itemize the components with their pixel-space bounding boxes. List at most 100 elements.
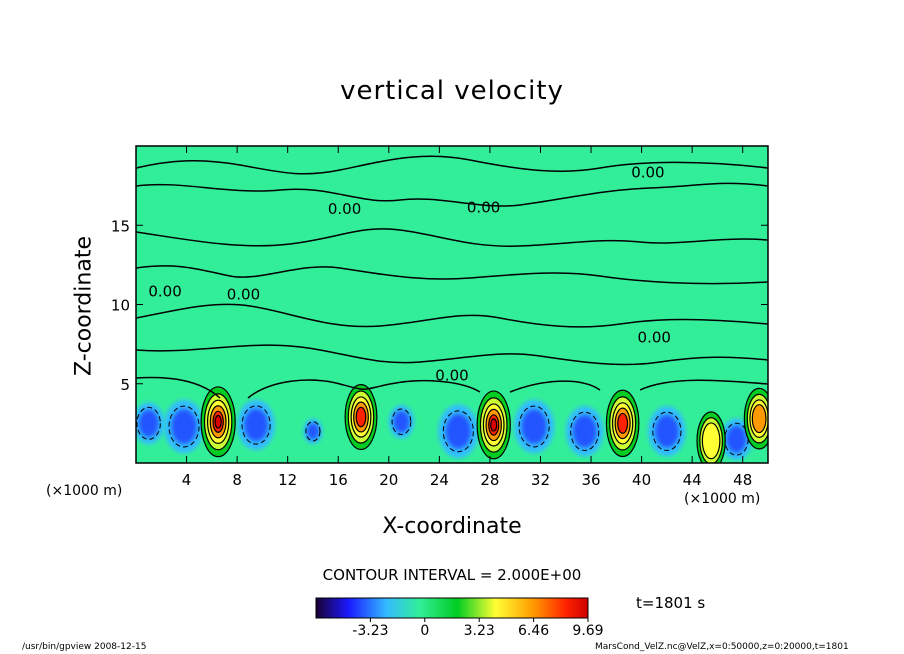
colorbar <box>315 597 589 619</box>
colorbar-tick-label: 6.46 <box>518 623 549 639</box>
x-tick-label: 4 <box>182 471 192 489</box>
y-axis-label: Z-coordinate <box>71 236 97 376</box>
downdraft-core <box>244 408 268 442</box>
updraft-contour <box>699 417 724 463</box>
updraft-region <box>476 390 511 460</box>
contour-line-zero <box>136 155 768 175</box>
updraft-contour <box>488 414 500 436</box>
x-tick-label: 44 <box>683 471 702 489</box>
downdraft-contour <box>136 406 161 440</box>
x-tick-label: 40 <box>632 471 651 489</box>
downdraft-contour <box>518 405 550 448</box>
updraft-contour <box>353 401 369 433</box>
updraft-band <box>490 418 497 432</box>
updraft-contour <box>214 414 222 429</box>
plot-frame <box>135 145 769 464</box>
updraft-contour <box>611 402 634 445</box>
updraft-contour <box>696 411 726 463</box>
contour-line-zero <box>136 265 768 285</box>
downdraft-region <box>303 418 323 444</box>
updraft-contour <box>212 410 224 433</box>
downdraft-region <box>136 402 165 445</box>
downdraft-region <box>514 399 555 454</box>
updraft-contour <box>206 399 230 445</box>
updraft-contour <box>347 390 375 444</box>
downdraft-core <box>138 409 159 437</box>
updraft-contour <box>482 403 505 447</box>
x-tick-label: 8 <box>232 471 242 489</box>
x-tick-label: 20 <box>379 471 398 489</box>
footer-program-date: /usr/bin/gpview 2008-12-15 <box>22 642 147 652</box>
x-tick-label: 24 <box>430 471 449 489</box>
updraft-contour <box>701 422 721 460</box>
y-tick-label: 5 <box>120 376 130 394</box>
downdraft-core <box>393 410 410 433</box>
downdraft-contour <box>652 411 682 451</box>
x-unit-label-right: (×1000 m) <box>684 491 761 507</box>
x-axis-label: X-coordinate <box>382 514 522 539</box>
x-unit-label-left: (×1000 m) <box>46 483 123 499</box>
colorbar-tick-label: 9.69 <box>572 623 603 639</box>
updraft-contour <box>617 412 629 434</box>
contour-line-zero <box>136 344 768 366</box>
updraft-contour <box>476 390 511 460</box>
contour-interval-label: CONTOUR INTERVAL = 2.000E+00 <box>322 566 582 584</box>
contour-label: 0.00 <box>328 200 361 218</box>
downdraft-region <box>237 399 275 450</box>
contour-line-zero <box>136 228 768 247</box>
updraft-contour <box>749 399 768 438</box>
updraft-region <box>605 389 640 458</box>
downdraft-contour <box>241 405 271 445</box>
updraft-contour <box>479 397 508 453</box>
downdraft-region <box>438 404 479 458</box>
updraft-contour <box>743 387 768 450</box>
time-label: t=1801 s <box>636 594 706 612</box>
downdraft-core <box>445 414 471 449</box>
downdraft-core <box>572 415 597 448</box>
chart-title: vertical velocity <box>340 76 564 106</box>
updraft-contour <box>485 408 502 442</box>
x-tick-label: 28 <box>480 471 499 489</box>
x-tick-label: 48 <box>733 471 752 489</box>
contour-label: 0.00 <box>631 164 664 182</box>
x-tick-label: 32 <box>531 471 550 489</box>
updraft-contour <box>746 393 768 444</box>
updraft-contour <box>614 407 631 440</box>
downdraft-core <box>307 423 319 440</box>
updraft-band <box>356 407 366 427</box>
updraft-region <box>696 411 726 463</box>
contour-line-zero <box>136 376 768 399</box>
updraft-band <box>215 415 222 429</box>
colorbar-tick-label: 3.23 <box>464 623 495 639</box>
downdraft-region <box>648 406 686 457</box>
updraft-contour <box>490 418 498 432</box>
updraft-region <box>743 387 768 450</box>
updraft-region <box>344 383 378 451</box>
contour-label: 0.00 <box>227 286 260 304</box>
downdraft-contour <box>391 408 412 436</box>
updraft-band <box>702 422 720 459</box>
downdraft-core <box>655 415 679 448</box>
downdraft-core <box>726 425 747 453</box>
contour-label: 0.00 <box>638 329 671 347</box>
downdraft-contour <box>168 405 200 448</box>
updraft-contour <box>355 406 367 428</box>
downdraft-contour <box>305 421 321 442</box>
contour-label: 0.00 <box>467 199 500 217</box>
updraft-region <box>200 386 236 458</box>
x-tick-label: 16 <box>329 471 348 489</box>
contour-label: 0.00 <box>148 283 181 301</box>
colorbar-tick-label: -3.23 <box>352 623 388 639</box>
downdraft-region <box>565 406 604 457</box>
contour-line-zero <box>136 303 768 328</box>
updraft-contour <box>605 389 640 458</box>
updraft-contour <box>209 405 227 439</box>
contour-line-zero <box>136 182 768 207</box>
updraft-contour <box>609 396 637 451</box>
updraft-contour <box>200 386 236 458</box>
updraft-band <box>617 413 628 434</box>
updraft-contour <box>203 393 233 451</box>
y-tick-label: 15 <box>111 217 130 235</box>
footer-file-info: MarsCond_VelZ.nc@VelZ,x=0:50000,z=0:2000… <box>595 642 849 652</box>
